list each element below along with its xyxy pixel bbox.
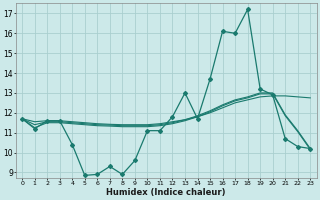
X-axis label: Humidex (Indice chaleur): Humidex (Indice chaleur) [107, 188, 226, 197]
